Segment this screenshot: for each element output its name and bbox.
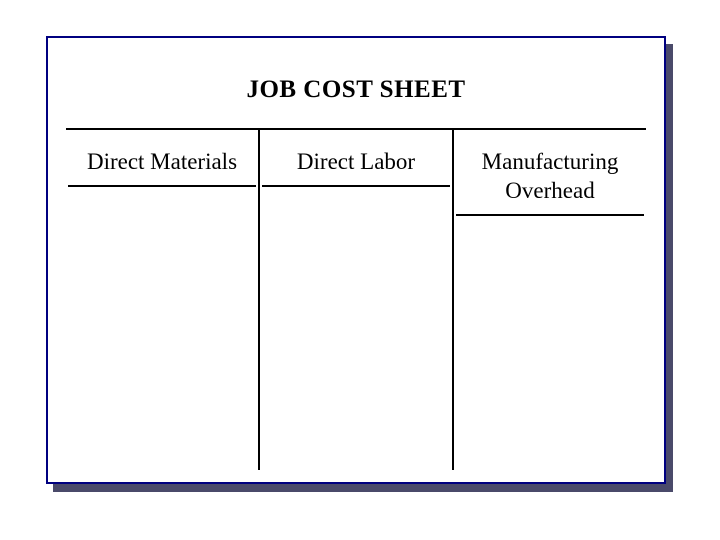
header-underline	[68, 185, 256, 187]
column-header: Manufacturing Overhead	[454, 130, 646, 214]
column-direct-labor: Direct Labor	[258, 130, 452, 470]
column-manufacturing-overhead: Manufacturing Overhead	[452, 130, 646, 470]
header-underline	[262, 185, 450, 187]
column-header: Direct Labor	[260, 130, 452, 185]
job-cost-sheet: JOB COST SHEET Direct Materials Direct L…	[46, 36, 666, 484]
header-underline	[456, 214, 644, 216]
columns-container: Direct Materials Direct Labor Manufactur…	[66, 130, 646, 470]
column-direct-materials: Direct Materials	[66, 130, 258, 470]
sheet-title: JOB COST SHEET	[48, 38, 664, 128]
column-header: Direct Materials	[66, 130, 258, 185]
